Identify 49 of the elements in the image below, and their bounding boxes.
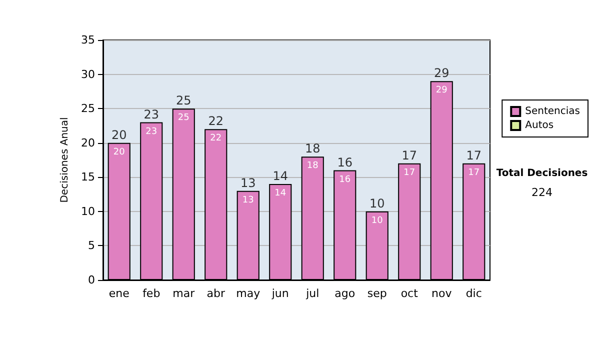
x-tick-label: may: [236, 287, 261, 300]
x-tick-label: oct: [400, 287, 419, 300]
y-tick-label: 5: [88, 239, 95, 252]
x-tick-label: nov: [432, 287, 452, 300]
total-label: 13: [240, 176, 256, 190]
data-label: 25: [178, 113, 190, 124]
x-tick-label: jun: [270, 287, 289, 300]
data-label: 14: [274, 188, 286, 198]
total-label: 29: [434, 66, 450, 80]
data-label: 13: [242, 195, 254, 206]
total-label: 22: [208, 114, 224, 128]
legend-label: Autos: [525, 120, 554, 131]
data-label: 22: [210, 134, 222, 144]
text: Total Decisiones: [495, 168, 589, 179]
y-tick-label: 15: [81, 170, 95, 184]
total-label: 16: [337, 155, 353, 170]
y-tick-label: 0: [88, 274, 95, 286]
legend-label: Sentencias: [525, 106, 580, 117]
x-tick-label: ago: [334, 287, 356, 300]
total-label: 17: [466, 148, 482, 162]
y-tick-label: 20: [81, 136, 95, 150]
x-tick-label: abr: [206, 287, 226, 300]
y-tick-label: 35: [81, 34, 95, 46]
data-label: 17: [468, 168, 480, 178]
y-tick-label: 10: [81, 204, 95, 218]
data-label: 18: [306, 161, 319, 172]
total-label: 10: [369, 196, 385, 210]
total-label: 23: [144, 107, 160, 122]
total-label: 20: [111, 128, 127, 142]
y-axis-title: Decisiones Anual: [60, 117, 71, 203]
data-label: 23: [146, 126, 158, 137]
y-tick-label: 30: [81, 68, 95, 81]
x-tick-label: dic: [466, 287, 482, 300]
total-label: 14: [272, 169, 288, 183]
total-label: 18: [304, 142, 320, 156]
x-tick-label: sep: [367, 287, 387, 300]
x-tick-label: mar: [172, 287, 196, 300]
y-tick-label: 25: [81, 102, 95, 116]
data-label: 10: [371, 216, 384, 226]
data-label: 16: [339, 174, 351, 185]
x-tick-label: feb: [142, 287, 160, 300]
x-tick-label: jul: [305, 287, 320, 300]
text: 224: [530, 186, 554, 199]
data-label: 17: [404, 168, 416, 178]
total-label: 25: [176, 94, 192, 108]
data-label: 20: [113, 147, 126, 158]
data-label: 29: [436, 86, 448, 96]
total-label: 17: [402, 148, 418, 162]
x-tick-label: ene: [108, 287, 130, 300]
